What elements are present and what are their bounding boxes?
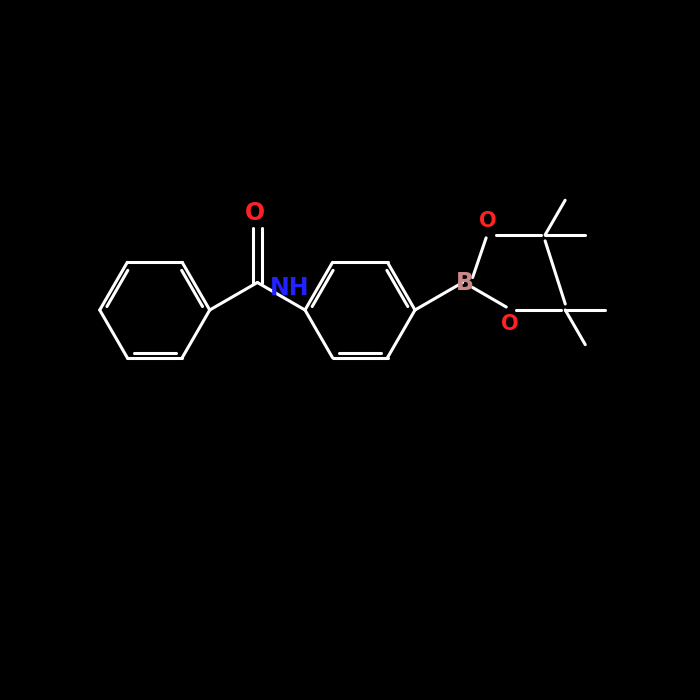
Text: O: O (245, 202, 265, 225)
Text: NH: NH (270, 276, 309, 300)
Text: O: O (480, 211, 497, 231)
Text: O: O (501, 314, 519, 334)
Text: B: B (456, 270, 474, 295)
